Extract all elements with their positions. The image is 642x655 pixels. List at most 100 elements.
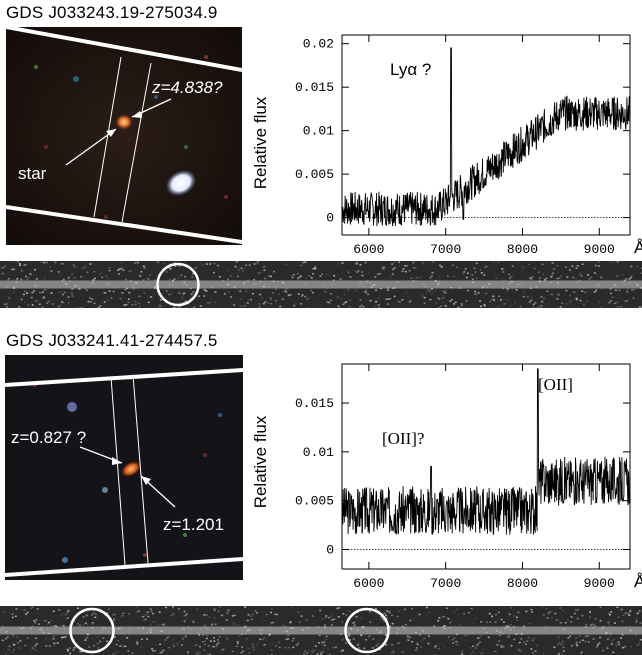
noise-pixel [82, 267, 85, 269]
noise-pixel [474, 647, 477, 649]
noise-pixel [611, 296, 614, 298]
noise-pixel [575, 609, 578, 611]
noise-pixel [530, 608, 533, 611]
oii-question-annotation: [OII]? [382, 429, 424, 448]
noise-pixel [337, 305, 340, 307]
noise-pixel [556, 277, 559, 280]
noise-pixel [461, 650, 464, 653]
noise-pixel [527, 636, 530, 639]
noise-pixel [119, 297, 122, 300]
noise-pixel [639, 306, 642, 308]
noise-pixel [469, 277, 472, 279]
noise-pixel [181, 293, 184, 296]
noise-pixel [488, 612, 491, 615]
noise-pixel [617, 641, 620, 643]
noise-pixel [502, 638, 505, 641]
noise-pixel [89, 297, 92, 299]
noise-pixel [241, 646, 244, 648]
noise-pixel [12, 651, 14, 653]
noise-pixel [543, 636, 546, 639]
noise-pixel [560, 622, 563, 624]
noise-pixel [172, 606, 174, 608]
noise-pixel [7, 300, 10, 302]
noise-pixel [167, 636, 170, 638]
noise-pixel [218, 606, 221, 608]
noise-pixel [393, 267, 396, 269]
noise-pixel [318, 634, 321, 637]
noise-pixel [169, 278, 172, 281]
noise-pixel [492, 298, 494, 300]
noise-pixel [106, 640, 108, 643]
noise-pixel [411, 615, 414, 617]
noise-pixel [196, 261, 199, 263]
noise-pixel [430, 278, 433, 280]
noise-pixel [66, 612, 69, 614]
noise-pixel [61, 613, 64, 615]
noise-pixel [97, 648, 100, 650]
noise-pixel [620, 637, 623, 639]
noise-pixel [454, 301, 457, 303]
noise-pixel [4, 265, 7, 267]
noise-pixel [42, 279, 45, 281]
noise-pixel [551, 274, 553, 277]
noise-pixel [63, 291, 66, 294]
noise-pixel [419, 304, 422, 306]
noise-pixel [41, 306, 44, 308]
noise-pixel [108, 269, 111, 272]
noise-pixel [83, 288, 86, 290]
noise-pixel [428, 289, 431, 291]
noise-pixel [91, 652, 94, 654]
noise-pixel [291, 276, 294, 279]
noise-pixel [616, 606, 619, 608]
noise-pixel [273, 270, 275, 273]
panel2-spectrum: Relative flux [OII]? [OII] 6000 7000 8000 9… [248, 352, 642, 597]
noise-pixel [492, 295, 495, 298]
noise-pixel [368, 610, 371, 613]
noise-pixel [293, 301, 296, 304]
noise-pixel [326, 301, 329, 303]
y-tick-label: 0.015 [295, 396, 334, 411]
noise-pixel [438, 617, 441, 619]
noise-pixel [552, 606, 555, 608]
noise-pixel [585, 623, 588, 626]
noise-pixel [302, 261, 305, 264]
noise-pixel [208, 616, 211, 618]
noise-pixel [82, 640, 85, 642]
noise-pixel [449, 622, 451, 624]
noise-pixel [581, 614, 584, 617]
noise-pixel [62, 636, 65, 639]
noise-pixel [540, 305, 543, 307]
noise-pixel [470, 652, 473, 655]
noise-pixel [252, 288, 255, 290]
noise-pixel [152, 650, 154, 652]
noise-pixel [13, 291, 15, 293]
noise-pixel [575, 297, 578, 300]
noise-pixel [510, 607, 512, 609]
noise-pixel [22, 293, 25, 296]
noise-pixel [533, 637, 536, 640]
noise-pixel [341, 649, 344, 652]
noise-pixel [34, 649, 37, 651]
noise-pixel [480, 305, 482, 308]
noise-pixel [37, 307, 40, 308]
noise-pixel [235, 291, 238, 294]
noise-pixel [586, 290, 589, 293]
noise-pixel [407, 639, 410, 641]
noise-pixel [297, 293, 300, 295]
noise-pixel [192, 291, 195, 293]
noise-pixel [184, 635, 187, 638]
noise-pixel [119, 645, 122, 647]
noise-pixel [2, 266, 5, 269]
noise-pixel [359, 264, 362, 266]
noise-pixel [525, 610, 528, 613]
noise-pixel [90, 301, 93, 303]
noise-pixel [136, 606, 139, 608]
noise-pixel [510, 275, 513, 278]
noise-pixel [82, 616, 85, 618]
noise-pixel [456, 643, 459, 646]
noise-pixel [612, 261, 615, 263]
noise-pixel [617, 616, 620, 618]
noise-pixel [621, 274, 624, 276]
noise-pixel [429, 290, 431, 293]
noise-pixel [213, 303, 216, 306]
